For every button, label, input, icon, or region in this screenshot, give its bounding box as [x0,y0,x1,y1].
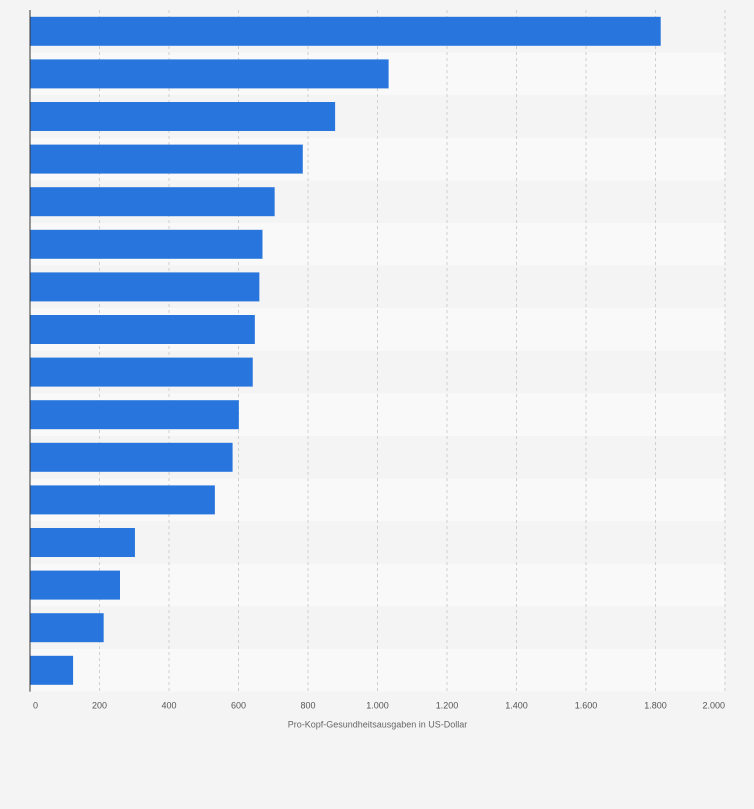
bar [30,59,389,89]
x-tick-label: 1.000 [366,701,389,711]
x-tick-label: 2.000 [702,701,725,711]
x-tick-label: 1.400 [505,701,528,711]
bar [30,528,135,557]
bar [30,357,253,387]
x-axis-ticks: 0 200 400 600 800 1.000 1.200 1.400 1.600 1.800 2.… [33,701,725,711]
bar [30,485,215,515]
bar [30,315,255,344]
bar [30,442,233,472]
x-tick-label: 600 [231,701,246,711]
x-tick-label: 0 [33,701,38,711]
bar [30,655,74,685]
bars [30,16,661,685]
x-tick-label: 1.200 [436,701,459,711]
bar [30,187,275,217]
bar [30,144,303,174]
bar [30,272,260,302]
x-tick-label: 200 [92,701,107,711]
x-tick-label: 800 [300,701,315,711]
bar [30,16,661,46]
x-axis-title: Pro-Kopf-Gesundheitsausgaben in US-Dolla… [288,720,468,730]
x-tick-label: 1.800 [644,701,667,711]
x-tick-label: 400 [161,701,176,711]
bar [30,400,239,430]
bar [30,229,263,259]
bar [30,570,121,600]
x-tick-label: 1.600 [575,701,598,711]
bar [30,613,104,643]
bar [30,102,336,131]
